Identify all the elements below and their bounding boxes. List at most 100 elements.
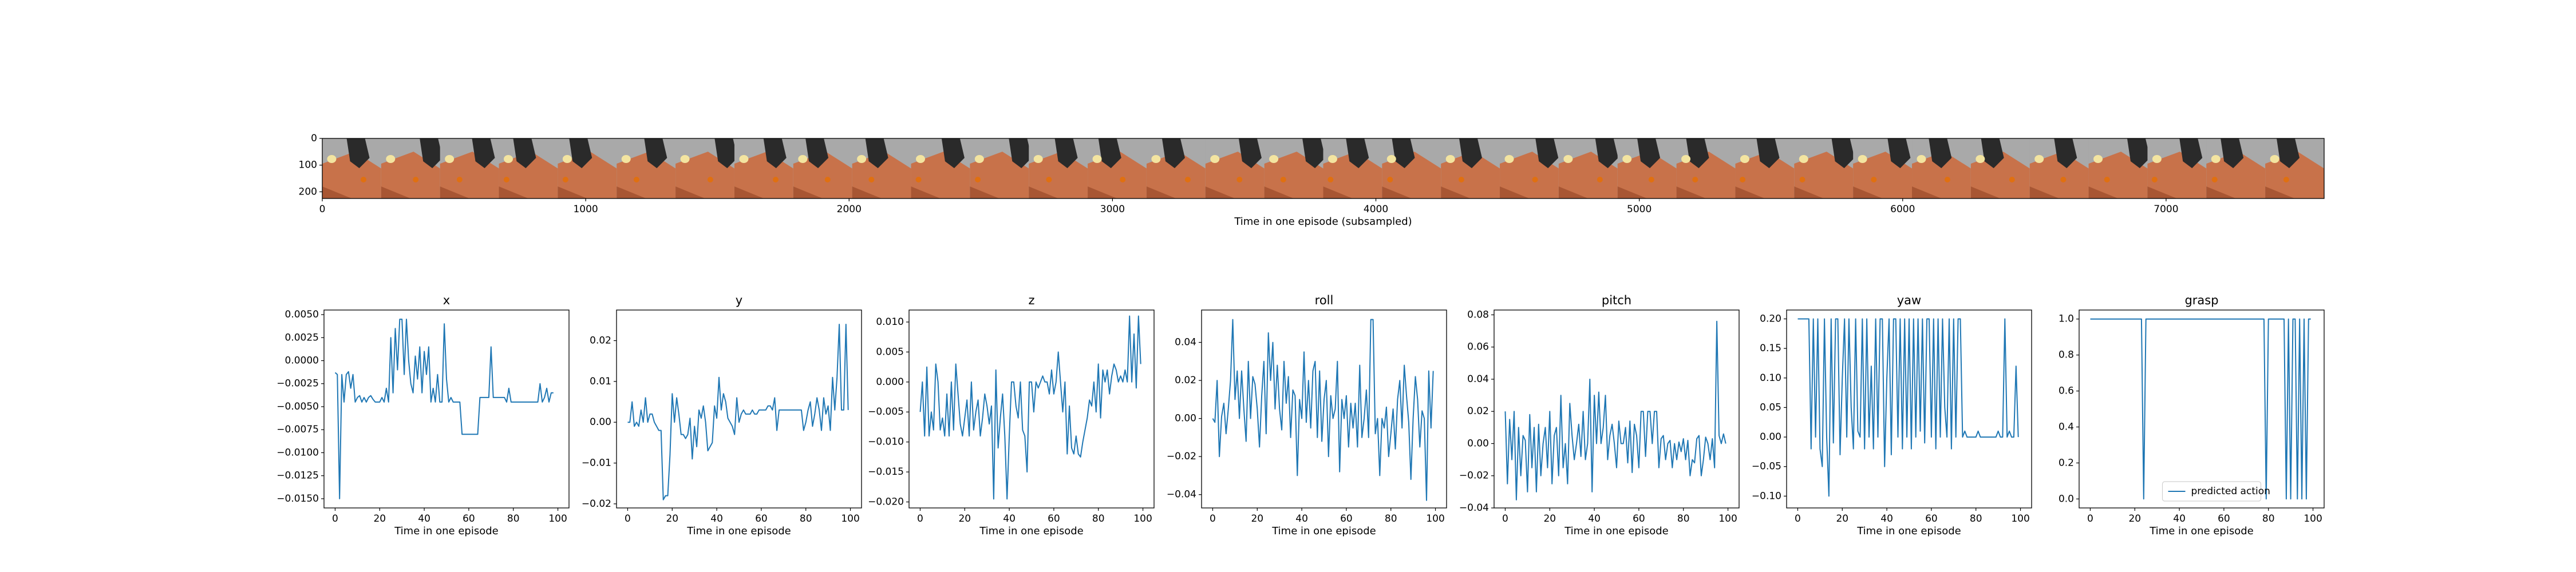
- table-surface: [793, 152, 852, 198]
- lamp: [327, 155, 337, 163]
- filmstrip-panel: 0 1000 2000 3000 4000 5000 6000 7000 0 100 200 Time…: [299, 133, 2325, 228]
- object: [2211, 177, 2218, 182]
- y-tick-label: 0: [311, 133, 317, 144]
- gripper: [1595, 138, 1618, 168]
- plot-frame: [323, 309, 570, 509]
- y-tick-label: 0.04: [1467, 374, 1489, 385]
- gripper: [2277, 138, 2300, 168]
- table-surface: [1441, 152, 1500, 198]
- x-tick-label: 20: [1543, 513, 1556, 525]
- y-tick-label: 0.0050: [285, 309, 319, 320]
- y-tick-label: −0.0150: [276, 493, 319, 505]
- object: [2151, 177, 2158, 182]
- y-tick-label: 0.00: [1175, 413, 1196, 424]
- x-tick-label: 0: [2087, 513, 2093, 525]
- lamp: [1151, 155, 1161, 163]
- x-tick-label: 3000: [1100, 204, 1125, 215]
- object: [456, 177, 463, 182]
- gripper: [1009, 138, 1032, 168]
- lamp: [1269, 155, 1279, 163]
- lamp: [1976, 155, 1985, 163]
- object: [1327, 177, 1334, 182]
- lamp: [2152, 155, 2162, 163]
- chart-yaw: 0 20 40 60 80 100 −0.10 −0.05 0.00 0.05 0.10 0.15 0.…: [1752, 293, 2032, 537]
- lamp: [680, 155, 690, 163]
- object: [1532, 177, 1538, 182]
- x-tick-label: 0: [1210, 513, 1216, 525]
- x-tick-label: 40: [1295, 513, 1308, 525]
- gripper: [1887, 138, 1911, 168]
- table-surface: [1676, 152, 1736, 198]
- x-tick-label: 40: [1880, 513, 1893, 525]
- y-tick-label: 0.2: [2059, 457, 2074, 468]
- y-tick-label: 0.010: [876, 316, 904, 328]
- plot-frame: [616, 309, 862, 509]
- table-surface: [970, 152, 1029, 198]
- x-tick-label: 80: [1385, 513, 1397, 525]
- gripper: [1346, 138, 1369, 168]
- y-tick-label: −0.02: [582, 498, 611, 510]
- camera-frame: [911, 138, 970, 198]
- chart-roll: 0 20 40 60 80 100 −0.04 −0.02 0.00 0.02 0.04 roll Ti…: [1167, 293, 1447, 537]
- camera-frame: [1617, 138, 1677, 198]
- x-tick-label: 40: [710, 513, 723, 525]
- chart-title: y: [736, 293, 742, 307]
- series-line: [1797, 318, 2019, 497]
- table-surface: [381, 152, 440, 198]
- x-tick-label: 5000: [1627, 204, 1652, 215]
- table-surface: [2206, 152, 2266, 198]
- gripper: [2179, 138, 2203, 168]
- table-surface: [1912, 152, 1971, 198]
- chart-xlabel: Time in one episode: [686, 525, 791, 537]
- object: [633, 177, 639, 182]
- x-tick-label: 100: [841, 513, 859, 525]
- object: [1387, 177, 1393, 182]
- x-tick-label: 100: [1718, 513, 1737, 525]
- lamp: [621, 155, 631, 163]
- y-tick-label: 0.6: [2059, 386, 2074, 397]
- gripper: [1756, 138, 1780, 168]
- chart-xlabel: Time in one episode: [2149, 525, 2254, 537]
- x-tick-label: 60: [1925, 513, 1938, 525]
- gripper: [1392, 138, 1415, 168]
- y-tick-label: 0.02: [590, 335, 611, 347]
- camera-frame: [1323, 138, 1382, 198]
- x-tick-label: 60: [1633, 513, 1645, 525]
- y-tick-label: 0.000: [876, 376, 904, 388]
- chart-grasp: 0 20 40 60 80 100 0.0 0.2 0.4 0.6 0.8 1.0 grasp Time …: [2059, 293, 2325, 537]
- object: [503, 177, 509, 182]
- object: [562, 177, 568, 182]
- series-line: [2090, 318, 2311, 500]
- object: [824, 177, 831, 182]
- object: [1236, 177, 1243, 182]
- camera-frame: [617, 138, 676, 198]
- camera-frame: [1029, 138, 1088, 198]
- camera-frame: [499, 138, 558, 198]
- x-tick-label: 60: [755, 513, 768, 525]
- object: [1944, 177, 1950, 182]
- chart-pitch: 0 20 40 60 80 100 −0.04 −0.02 0.00 0.02 0.04 0.06 0.…: [1459, 293, 1740, 537]
- object: [1458, 177, 1464, 182]
- lamp: [1917, 155, 1926, 163]
- series-line: [919, 315, 1141, 500]
- x-tick-label: 100: [1426, 513, 1444, 525]
- lamp: [974, 155, 984, 163]
- filmstrip-frames: [322, 138, 2324, 198]
- chart-title: x: [443, 293, 450, 307]
- x-tick-label: 0: [1502, 513, 1508, 525]
- lamp: [739, 155, 749, 163]
- gripper: [346, 138, 370, 168]
- x-tick-label: 100: [2011, 513, 2029, 525]
- gripper: [2054, 138, 2077, 168]
- lamp: [1622, 155, 1632, 163]
- x-tick-label: 20: [958, 513, 971, 525]
- chart-y: 0 20 40 60 80 100 −0.02 −0.01 0.00 0.01 0.02 y Time …: [582, 293, 862, 537]
- x-tick-label: 20: [1251, 513, 1263, 525]
- y-tick-label: −0.005: [868, 406, 904, 418]
- x-tick-label: 40: [2173, 513, 2186, 525]
- lamp: [2270, 155, 2279, 163]
- gripper: [941, 138, 965, 168]
- table-surface: [1029, 152, 1088, 198]
- chart-xlabel: Time in one episode: [1271, 525, 1376, 537]
- x-tick-label: 40: [1003, 513, 1016, 525]
